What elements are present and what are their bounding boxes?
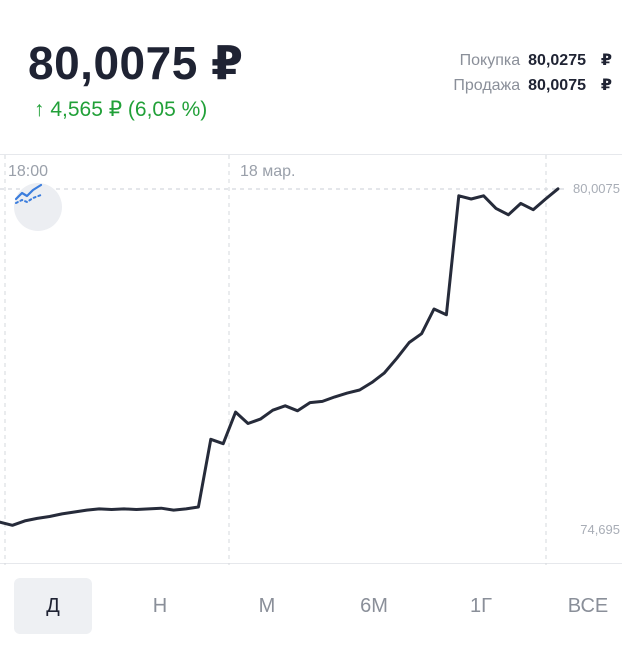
y-max-label: 80,0075 <box>573 181 620 196</box>
buy-currency: ₽ <box>600 52 612 69</box>
period-year-button[interactable]: 1Г <box>470 594 492 617</box>
time-label-1: 18:00 <box>8 163 49 180</box>
price-line <box>0 187 560 527</box>
price-chart[interactable]: 18:00 18 мар. 80,0075 74,695 <box>0 154 622 565</box>
sell-label: Продажа <box>453 77 521 94</box>
time-label-2: 18 мар. <box>240 163 296 180</box>
quotes-panel: Покупка 80,0275 ₽ Продажа 80,0075 ₽ <box>402 50 612 100</box>
period-week-button[interactable]: Н <box>152 594 168 617</box>
rate-header: 80,0075 ₽ ↑ 4,565 ₽ (6,05 %) Покупка 80,… <box>0 0 622 150</box>
chart-indicator-icon <box>14 183 43 204</box>
sell-value: 80,0075 <box>528 77 586 94</box>
indicators-button[interactable] <box>14 183 62 231</box>
period-month-button[interactable]: М <box>258 594 276 617</box>
sell-currency: ₽ <box>600 77 612 94</box>
buy-quote-row: Покупка 80,0275 ₽ <box>402 50 612 75</box>
price-chart-svg <box>0 155 566 565</box>
y-min-label: 74,695 <box>580 522 620 537</box>
current-price: 80,0075 ₽ <box>28 37 244 89</box>
buy-value: 80,0275 <box>528 52 586 69</box>
price-change: ↑ 4,565 ₽ (6,05 %) <box>34 98 208 121</box>
sell-quote-row: Продажа 80,0075 ₽ <box>402 75 612 100</box>
period-day-button[interactable]: Д <box>14 578 92 634</box>
buy-label: Покупка <box>459 52 521 69</box>
period-all-button[interactable]: ВСЕ <box>567 594 609 617</box>
period-6month-button[interactable]: 6М <box>360 594 388 617</box>
period-selector: Д Н М 6М 1Г ВСЕ <box>0 564 622 647</box>
